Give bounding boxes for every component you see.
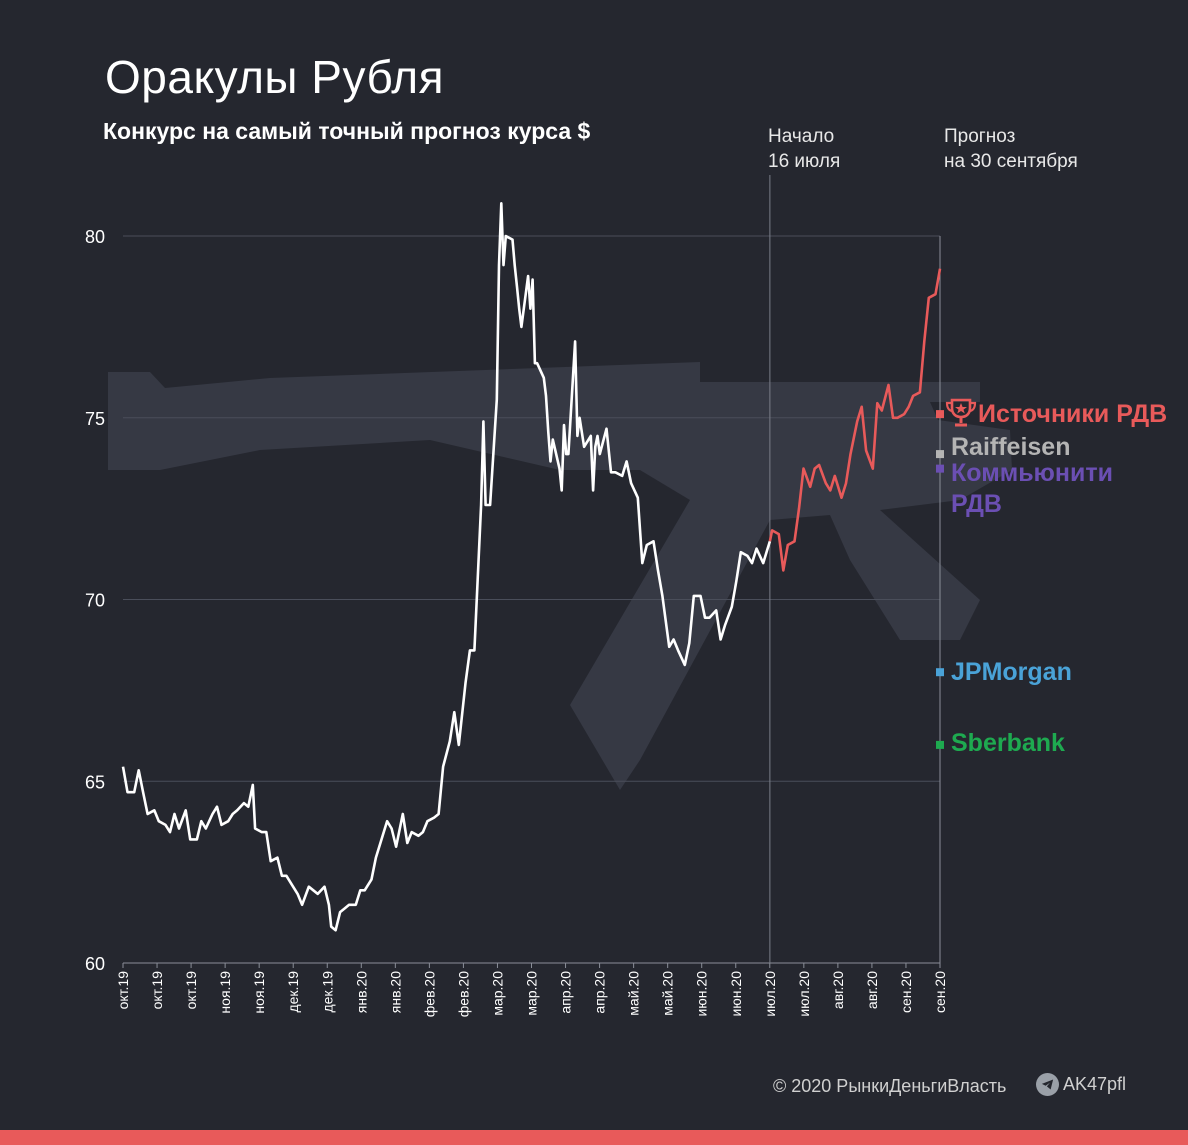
forecast-label-text: JPMorgan xyxy=(951,658,1072,686)
x-tick-label: окт.19 xyxy=(149,971,165,1010)
x-tick-label: дек.19 xyxy=(285,971,301,1013)
x-tick-label: мар.20 xyxy=(489,971,505,1016)
chart-subtitle: Конкурс на самый точный прогноз курса $ xyxy=(103,118,591,144)
x-tick-label: июл.20 xyxy=(762,971,778,1017)
x-tick-label: май.20 xyxy=(660,971,676,1016)
x-tick-label: дек.19 xyxy=(319,971,335,1013)
x-tick-label: июн.20 xyxy=(694,971,710,1017)
copyright: © 2020 РынкиДеньгиВласть xyxy=(773,1076,1007,1096)
chart-title: Оракулы Рубля xyxy=(105,51,444,103)
trophy-icon xyxy=(944,398,978,428)
forecast-label: Коммьюнити РДВ xyxy=(951,458,1151,520)
x-tick-label: июл.20 xyxy=(796,971,812,1017)
telegram-handle-text: AK47pfl xyxy=(1063,1074,1127,1094)
forecast-label: Raiffeisen xyxy=(951,432,1070,463)
x-tick-label: янв.20 xyxy=(353,971,369,1013)
x-tick-label: апр.20 xyxy=(558,971,574,1014)
series-line-historical xyxy=(121,202,772,932)
forecast-annotation-line1: Прогноз xyxy=(944,126,1016,147)
forecast-marker xyxy=(936,464,944,473)
y-tick-label: 65 xyxy=(85,772,105,792)
x-tick-label: ноя.19 xyxy=(251,971,267,1014)
grid-lines xyxy=(123,235,940,782)
rifle-watermark-icon xyxy=(108,362,1012,790)
forecast-marker xyxy=(936,668,944,677)
x-tick-label: мар.20 xyxy=(524,971,540,1016)
y-axis-ticks: 60 65 70 75 80 xyxy=(85,227,105,974)
forecast-label: JPMorgan xyxy=(951,657,1072,688)
forecast-label: Sberbank xyxy=(951,728,1065,759)
start-annotation: Начало 16 июля xyxy=(768,124,840,174)
x-tick-label: апр.20 xyxy=(592,971,608,1014)
forecast-marker xyxy=(936,740,944,749)
forecast-marker xyxy=(936,450,944,459)
forecast-markers xyxy=(936,410,944,749)
y-tick-label: 75 xyxy=(85,409,105,429)
telegram-handle[interactable]: AK47pfl xyxy=(1036,1073,1126,1096)
x-tick-label: фев.20 xyxy=(421,971,437,1017)
y-tick-label: 70 xyxy=(85,591,105,611)
forecast-label-text: Коммьюнити РДВ xyxy=(951,459,1113,518)
forecast-label-text: Raiffeisen xyxy=(951,433,1071,461)
x-tick-label: май.20 xyxy=(626,971,642,1016)
telegram-icon xyxy=(1036,1073,1059,1096)
x-tick-label: авг.20 xyxy=(864,971,880,1009)
forecast-label: Источники РДВ xyxy=(944,396,1167,430)
series-lines xyxy=(121,202,942,932)
series-line-actual_after_start xyxy=(768,268,942,572)
x-tick-label: окт.19 xyxy=(183,971,199,1010)
forecast-marker xyxy=(936,410,944,419)
bottom-accent-bar xyxy=(0,1130,1188,1145)
x-tick-label: окт.19 xyxy=(115,971,131,1010)
start-annotation-line1: Начало xyxy=(768,126,835,147)
start-annotation-line2: 16 июля xyxy=(768,151,841,172)
x-axis-ticks: окт.19 окт.19 окт.19 ноя.19 ноя.19 дек.19 дек.… xyxy=(115,963,948,1017)
x-tick-label: фев.20 xyxy=(455,971,471,1017)
x-tick-label: янв.20 xyxy=(387,971,403,1013)
x-tick-label: сен.20 xyxy=(932,971,948,1013)
x-tick-label: авг.20 xyxy=(830,971,846,1009)
y-tick-label: 80 xyxy=(85,227,105,247)
forecast-annotation: Прогноз на 30 сентября xyxy=(944,124,1078,174)
forecast-label-text: Sberbank xyxy=(951,729,1065,757)
forecast-label-text: Источники РДВ xyxy=(978,400,1168,428)
y-tick-label: 60 xyxy=(85,954,105,974)
x-tick-label: сен.20 xyxy=(898,971,914,1013)
x-tick-label: июн.20 xyxy=(728,971,744,1017)
x-tick-label: ноя.19 xyxy=(217,971,233,1014)
forecast-annotation-line2: на 30 сентября xyxy=(944,151,1078,172)
